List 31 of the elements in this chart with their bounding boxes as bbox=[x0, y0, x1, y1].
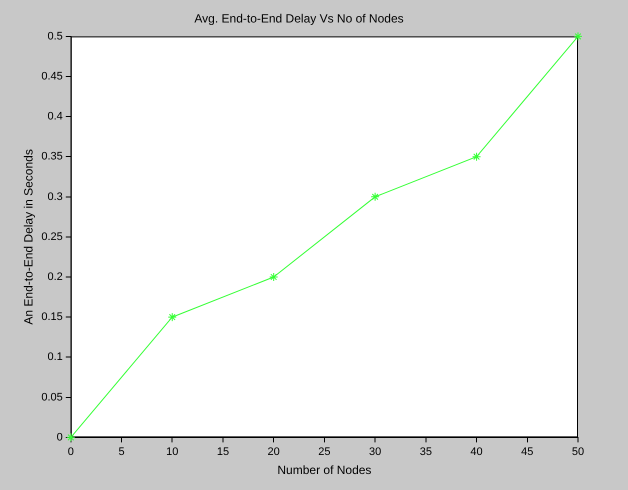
x-tick-label: 40 bbox=[470, 446, 483, 458]
y-tick-label: 0 bbox=[56, 431, 63, 444]
x-tick-label: 30 bbox=[369, 446, 382, 458]
y-tick-label: 0.45 bbox=[41, 70, 63, 83]
x-tick-label: 25 bbox=[318, 446, 331, 458]
point bbox=[472, 152, 482, 162]
y-axis-title: An End-to-End Delay in Seconds bbox=[22, 149, 36, 325]
point bbox=[269, 272, 278, 282]
chart-title: Avg. End-to-End Delay Vs No of Nodes bbox=[194, 12, 404, 26]
y-tick-label: 0.2 bbox=[48, 271, 63, 284]
x-tick-label: 5 bbox=[118, 446, 125, 458]
y-tick-label: 0.35 bbox=[41, 150, 63, 163]
x-axis-title: Number of Nodes bbox=[277, 463, 372, 478]
y-tick-label: 0.3 bbox=[48, 190, 63, 203]
y-tick-label: 0.1 bbox=[48, 351, 63, 364]
x-tick-label: 0 bbox=[68, 446, 74, 458]
y-tick-label: 0.25 bbox=[41, 230, 63, 243]
y-tick-label: 0.4 bbox=[48, 110, 63, 123]
x-tick-label: 20 bbox=[268, 446, 280, 458]
x-tick-label: 45 bbox=[521, 446, 534, 458]
y-tick-label: 0.5 bbox=[48, 30, 63, 42]
x-tick-label: 50 bbox=[572, 446, 584, 458]
x-tick-label: 10 bbox=[166, 446, 178, 458]
point bbox=[66, 432, 76, 442]
y-tick-label: 0.15 bbox=[41, 311, 63, 324]
point bbox=[370, 192, 380, 202]
point bbox=[574, 32, 582, 41]
y-tick-label: 0.05 bbox=[41, 391, 63, 404]
point bbox=[168, 312, 177, 322]
x-tick-label: 15 bbox=[216, 446, 230, 458]
x-tick-label: 35 bbox=[420, 446, 432, 458]
